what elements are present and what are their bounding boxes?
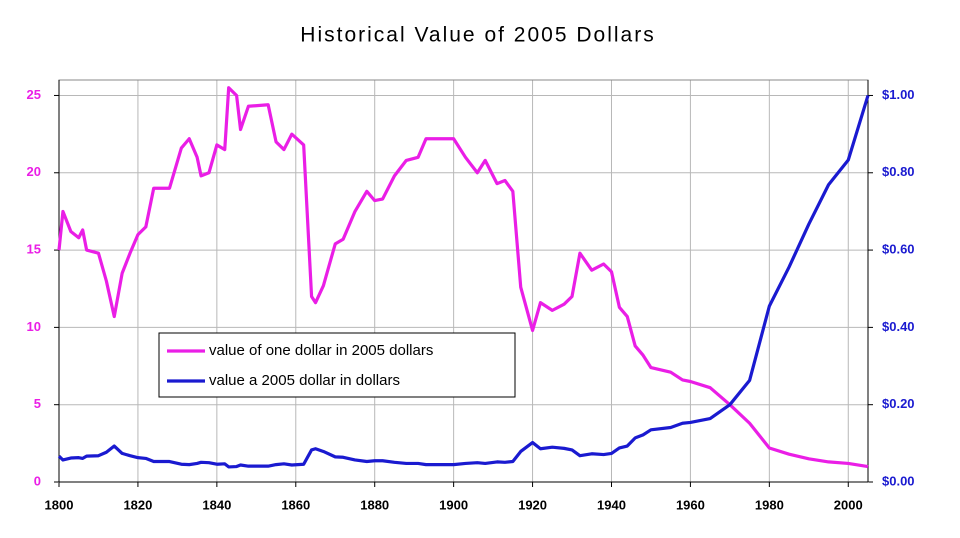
x-tick-label: 1920 (518, 497, 547, 512)
legend-box (158, 332, 516, 398)
y-tick-label: 15 (27, 242, 41, 257)
chart-title: Historical Value of 2005 Dollars (300, 24, 655, 47)
x-tick-label: 1900 (439, 497, 468, 512)
y-tick-label: 20 (27, 164, 41, 179)
y-tick-label: 25 (27, 87, 41, 102)
y2-tick-label: $1.00 (882, 87, 915, 102)
y2-tick-label: $0.40 (882, 319, 915, 334)
y2-tick-label: $0.80 (882, 164, 915, 179)
x-tick-label: 1940 (597, 497, 626, 512)
x-tick-label: 1880 (360, 497, 389, 512)
y-tick-label: 5 (34, 396, 41, 411)
legend-label: value a 2005 dollar in dollars (209, 372, 400, 389)
y2-tick-label: $0.60 (882, 242, 915, 257)
x-tick-label: 2000 (834, 497, 863, 512)
legend: value of one dollar in 2005 dollars value… (158, 332, 516, 398)
x-tick-label: 1860 (281, 497, 310, 512)
x-tick-label: 1960 (676, 497, 705, 512)
x-tick-label: 1840 (202, 497, 231, 512)
y2-tick-label: $0.20 (882, 396, 915, 411)
series-line (57, 86, 869, 469)
x-tick-label: 1820 (123, 497, 152, 512)
legend-label: value of one dollar in 2005 dollars (209, 342, 433, 359)
series-line (57, 94, 870, 469)
x-tick-label: 1980 (755, 497, 784, 512)
x-tick-label: 1800 (45, 497, 74, 512)
y-tick-label: 10 (27, 319, 41, 334)
y2-tick-label: $0.00 (882, 473, 915, 488)
y-tick-label: 0 (34, 473, 41, 488)
